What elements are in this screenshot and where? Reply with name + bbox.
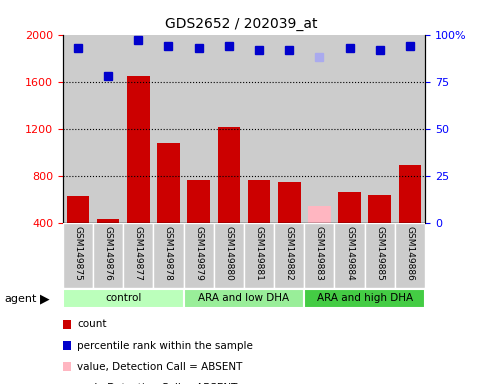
Bar (67, 196, 89, 223)
Text: agent: agent (5, 293, 37, 304)
Text: GSM149876: GSM149876 (103, 226, 113, 281)
Bar (93, 35, 123, 223)
Bar (248, 180, 270, 223)
Text: count: count (77, 319, 107, 329)
Bar (184, 35, 213, 223)
Bar (97, 219, 119, 223)
Bar (154, 35, 184, 223)
Bar (244, 35, 274, 223)
Bar (365, 223, 395, 288)
Bar (304, 289, 425, 308)
Bar (398, 165, 421, 223)
Text: rank, Detection Call = ABSENT: rank, Detection Call = ABSENT (77, 383, 238, 384)
Bar (304, 223, 334, 288)
Bar (274, 35, 304, 223)
Bar (365, 35, 395, 223)
Bar (334, 223, 365, 288)
Bar (213, 35, 244, 223)
Bar (127, 76, 150, 223)
Bar (304, 35, 334, 223)
Bar (334, 35, 365, 223)
Text: GSM149880: GSM149880 (224, 226, 233, 281)
Text: GSM149883: GSM149883 (315, 226, 324, 281)
Bar (369, 195, 391, 223)
Text: ARA and low DHA: ARA and low DHA (199, 293, 289, 303)
Bar (395, 223, 425, 288)
Bar (244, 223, 274, 288)
Text: GSM149886: GSM149886 (405, 226, 414, 281)
Bar (184, 289, 304, 308)
Bar (184, 223, 213, 288)
Bar (63, 223, 93, 288)
Text: GSM149877: GSM149877 (134, 226, 143, 281)
Text: ▶: ▶ (40, 292, 49, 305)
Text: GSM149884: GSM149884 (345, 226, 354, 281)
Bar (187, 180, 210, 223)
Text: GSM149885: GSM149885 (375, 226, 384, 281)
Bar (157, 143, 180, 223)
Bar (63, 289, 184, 308)
Text: ARA and high DHA: ARA and high DHA (316, 293, 413, 303)
Bar (274, 223, 304, 288)
Bar (123, 223, 154, 288)
Text: GDS2652 / 202039_at: GDS2652 / 202039_at (165, 17, 318, 31)
Bar (93, 223, 123, 288)
Text: GSM149882: GSM149882 (284, 226, 294, 281)
Text: GSM149875: GSM149875 (73, 226, 83, 281)
Text: GSM149879: GSM149879 (194, 226, 203, 281)
Bar (213, 223, 244, 288)
Text: percentile rank within the sample: percentile rank within the sample (77, 341, 253, 351)
Text: GSM149881: GSM149881 (255, 226, 264, 281)
Text: control: control (105, 293, 142, 303)
Bar (154, 223, 184, 288)
Bar (395, 35, 425, 223)
Bar (338, 192, 361, 223)
Text: GSM149878: GSM149878 (164, 226, 173, 281)
Bar (308, 206, 331, 223)
Bar (123, 35, 154, 223)
Bar (63, 35, 93, 223)
Text: value, Detection Call = ABSENT: value, Detection Call = ABSENT (77, 362, 242, 372)
Bar (217, 127, 240, 223)
Bar (278, 182, 300, 223)
